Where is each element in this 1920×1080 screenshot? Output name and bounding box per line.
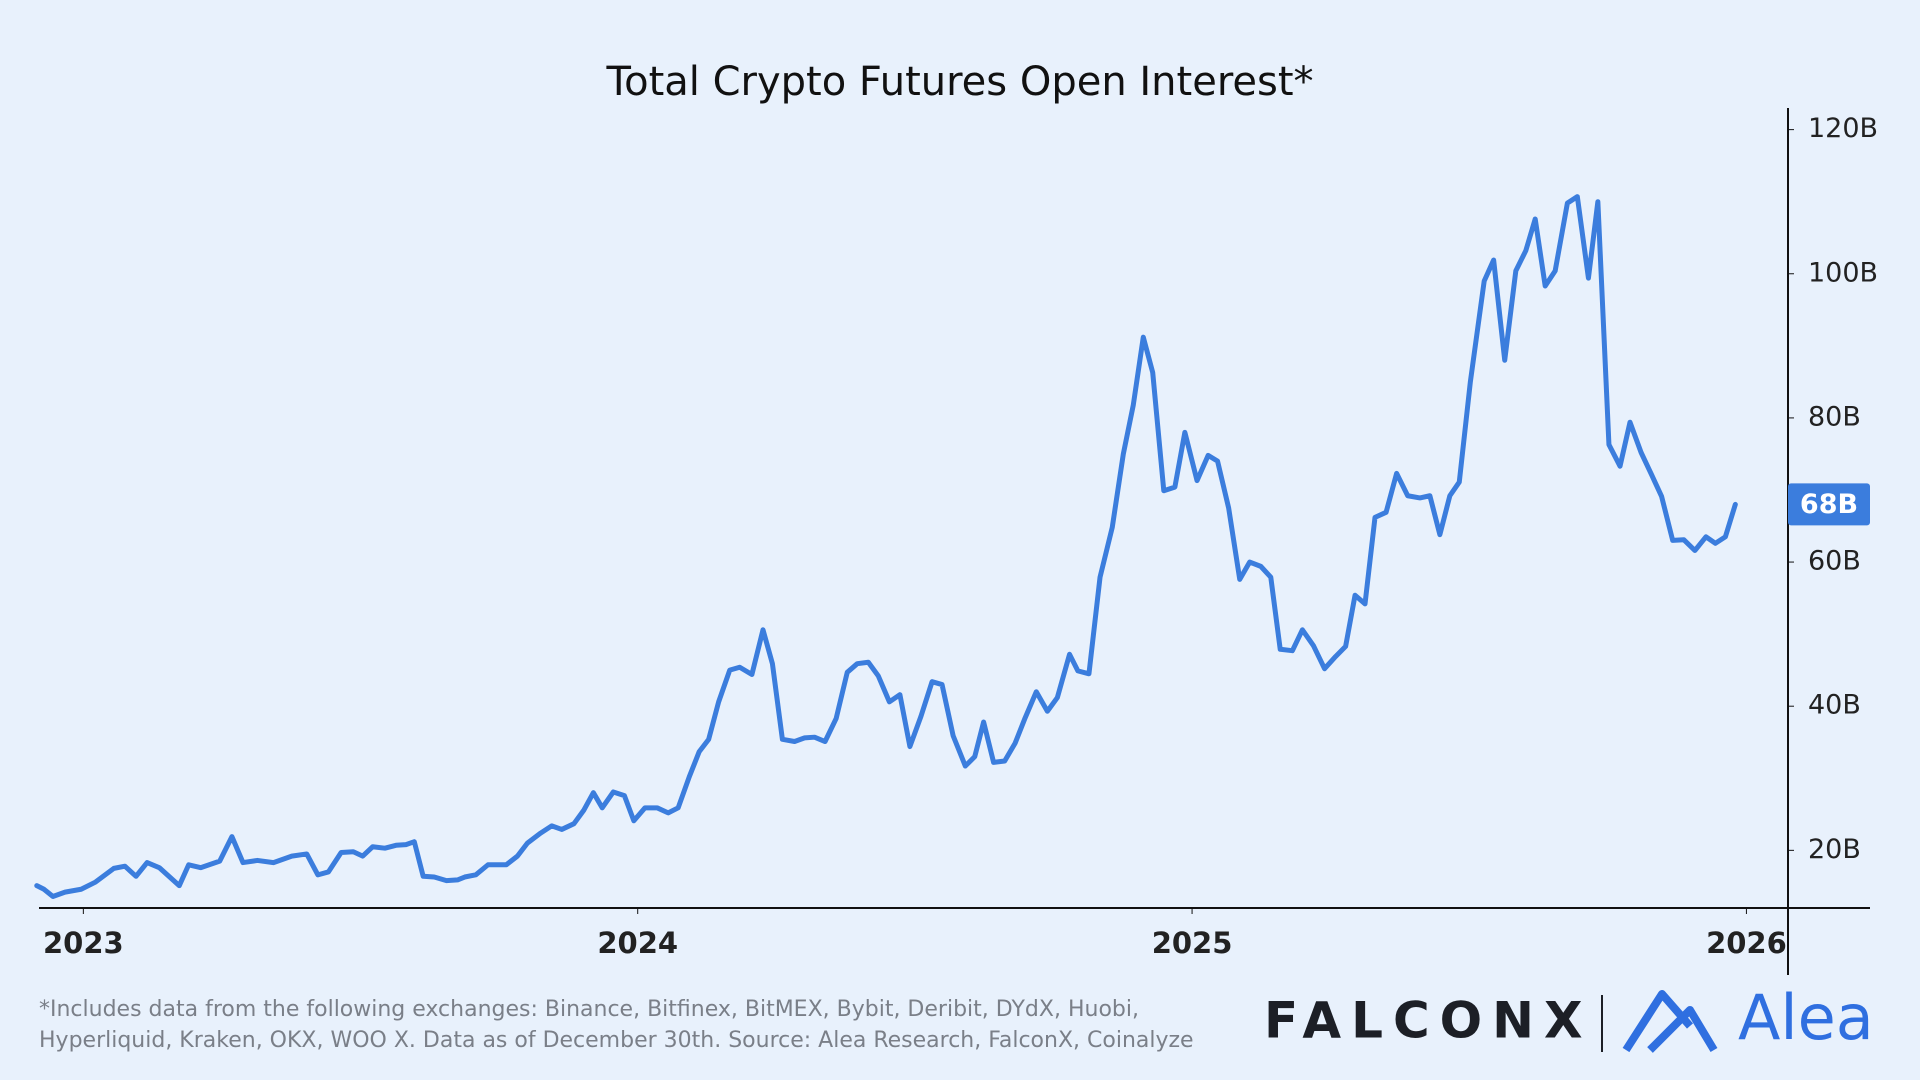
falconx-logo: FALCONX bbox=[1264, 992, 1593, 1050]
y-tick-label: 20B bbox=[1808, 834, 1861, 865]
footnote-line: *Includes data from the following exchan… bbox=[39, 997, 1139, 1022]
alea-icon bbox=[1622, 990, 1718, 1053]
end-value-label: 68B bbox=[1800, 489, 1858, 520]
end-value-badge bbox=[1788, 483, 1870, 526]
y-tick-label: 60B bbox=[1808, 546, 1861, 577]
x-tick-label: 2023 bbox=[43, 926, 124, 960]
footnote-line: Hyperliquid, Kraken, OKX, WOO X. Data as… bbox=[39, 1028, 1194, 1053]
y-tick-label: 100B bbox=[1808, 257, 1878, 288]
plot-area: 20B 40B 60B 80B 100B 120B 2023 2024 2025 2026 68B bbox=[34, 108, 1878, 975]
data-line bbox=[34, 194, 1738, 899]
x-tick-label: 2024 bbox=[597, 926, 678, 960]
chart-title: Total Crypto Futures Open Interest* bbox=[605, 59, 1313, 105]
y-tick-label: 120B bbox=[1808, 113, 1878, 144]
x-tick-label: 2026 bbox=[1706, 926, 1787, 960]
y-tick-label: 80B bbox=[1808, 401, 1861, 432]
y-tick-label: 40B bbox=[1808, 690, 1861, 721]
x-tick-label: 2025 bbox=[1152, 926, 1233, 960]
alea-logo: Alea bbox=[1738, 981, 1874, 1054]
